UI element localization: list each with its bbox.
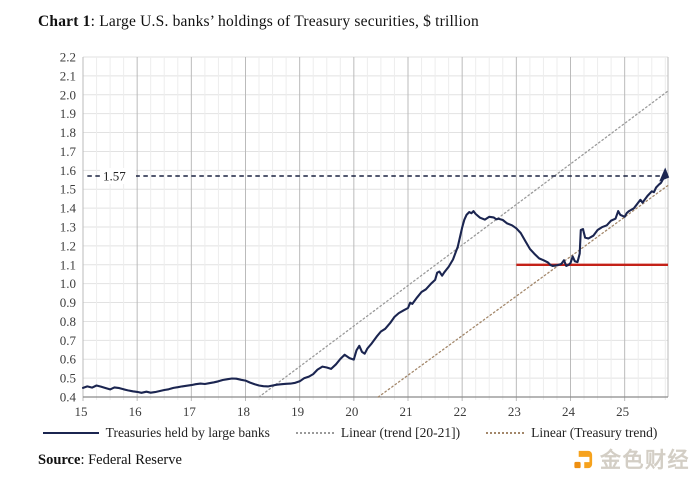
svg-text:2.1: 2.1 <box>60 68 76 83</box>
chart-title-number: Chart 1 <box>38 13 91 30</box>
legend-item-treasuries: Treasuries held by large banks <box>42 425 270 441</box>
svg-text:2.2: 2.2 <box>60 50 76 65</box>
svg-text:1.7: 1.7 <box>60 144 77 159</box>
svg-text:25: 25 <box>616 404 629 419</box>
chart-title-text: : Large U.S. banks’ holdings of Treasury… <box>90 13 479 30</box>
svg-text:1.0: 1.0 <box>60 276 76 291</box>
svg-text:21: 21 <box>400 404 413 419</box>
svg-text:23: 23 <box>508 404 521 419</box>
svg-text:0.4: 0.4 <box>60 390 77 405</box>
watermark-text: 金色财经 <box>600 448 690 472</box>
legend-swatch-dotted-gray <box>295 432 334 434</box>
svg-text:19: 19 <box>291 404 304 419</box>
level-annotation-1-57: 1.57 <box>87 167 670 184</box>
svg-text:15: 15 <box>75 404 88 419</box>
svg-text:22: 22 <box>454 404 467 419</box>
legend-label-trend-20-21: Linear (trend [20-21]) <box>340 425 461 440</box>
source-text: : Federal Reserve <box>80 452 182 468</box>
svg-text:0.8: 0.8 <box>60 314 76 329</box>
legend-item-treasury-trend: Linear (Treasury trend) <box>486 425 657 441</box>
svg-text:1.57: 1.57 <box>103 169 126 184</box>
svg-text:20: 20 <box>345 404 358 419</box>
axis-tick-labels: 0.4 0.5 0.6 0.7 0.8 0.9 1.0 1.1 1.2 1.3 1.4 1.5 1.6 1… <box>60 50 629 420</box>
svg-text:0.7: 0.7 <box>60 333 77 348</box>
gridlines <box>82 56 669 401</box>
svg-text:1.3: 1.3 <box>60 220 76 235</box>
legend-item-trend-20-21: Linear (trend [20-21]) <box>295 425 461 441</box>
svg-text:1.6: 1.6 <box>60 163 77 178</box>
chart-plot-area: 0.4 0.5 0.6 0.7 0.8 0.9 1.0 1.1 1.2 1.3 1.4 1.5 1.6 1… <box>60 50 670 420</box>
svg-text:2.0: 2.0 <box>60 87 76 102</box>
watermark: 金色财经 <box>572 444 690 474</box>
svg-text:1.5: 1.5 <box>60 182 76 197</box>
legend-label-treasuries: Treasuries held by large banks <box>105 425 270 440</box>
svg-text:17: 17 <box>183 404 197 419</box>
svg-text:16: 16 <box>129 404 143 419</box>
svg-text:1.9: 1.9 <box>60 106 76 121</box>
trend-lines <box>258 90 669 398</box>
legend-swatch-solid-line <box>42 432 99 434</box>
source-note: Source: Federal Reserve <box>38 452 182 469</box>
svg-text:1.4: 1.4 <box>60 201 77 216</box>
legend-swatch-dotted-brown <box>486 432 525 434</box>
source-label: Source <box>38 452 81 468</box>
chart-legend: Treasuries held by large banks Linear (t… <box>40 425 660 441</box>
svg-text:0.6: 0.6 <box>60 352 77 367</box>
svg-text:18: 18 <box>237 404 250 419</box>
svg-text:0.9: 0.9 <box>60 295 76 310</box>
chart-title: Chart 1: Large U.S. banks’ holdings of T… <box>38 13 479 31</box>
legend-label-treasury-trend: Linear (Treasury trend) <box>531 425 658 440</box>
main-series-line <box>81 174 667 394</box>
jinse-finance-logo-icon <box>574 450 593 468</box>
svg-text:1.2: 1.2 <box>60 238 76 253</box>
svg-text:1.8: 1.8 <box>60 125 76 140</box>
svg-text:24: 24 <box>562 404 576 419</box>
svg-text:1.1: 1.1 <box>60 257 76 272</box>
svg-text:0.5: 0.5 <box>60 371 76 386</box>
